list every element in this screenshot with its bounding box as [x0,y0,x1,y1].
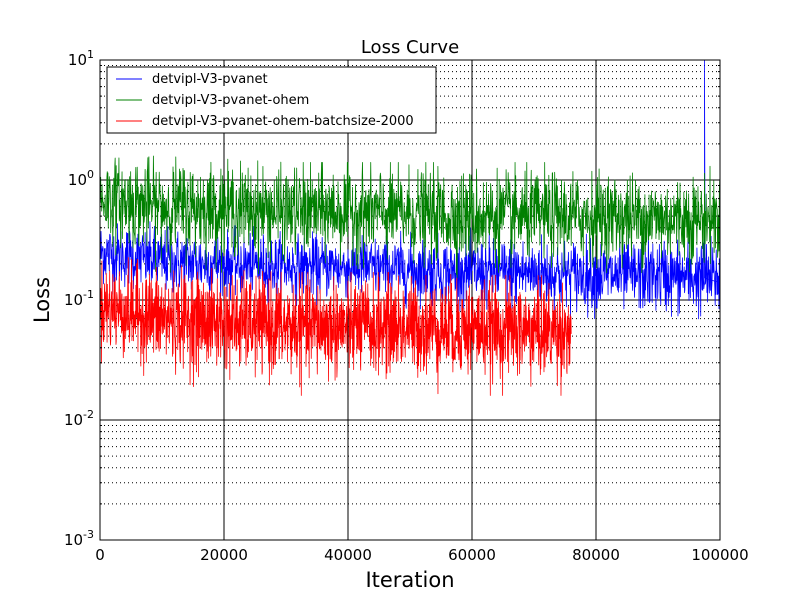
x-tick-label: 80000 [572,546,620,564]
series-line-2 [99,257,572,396]
y-tick-label: 10-3 [64,528,94,549]
y-tick-label: 10-2 [64,408,94,429]
y-tick-label: 101 [68,48,94,69]
x-tick-label: 0 [95,546,105,564]
x-tick-label: 60000 [448,546,496,564]
legend-box [106,66,437,134]
y-axis-label: Loss [30,277,54,323]
axes: 10-3 10-2 10-1 100 101 0 20000 40000 60000 80000 1… [64,48,749,564]
x-tick-label: 20000 [200,546,248,564]
x-tick-label: 40000 [324,546,372,564]
legend-label-pvanet-ohem: detvipl-V3-pvanet-ohem [152,93,309,108]
series-line-1 [99,155,721,279]
legend-label-batchsize-2000: detvipl-V3-pvanet-ohem-batchsize-2000 [152,114,414,129]
legend: detvipl-V3-pvanet detvipl-V3-pvanet-ohem… [106,66,437,134]
y-tick-label: 10-1 [64,288,94,309]
grid [100,60,720,540]
x-tick-label: 100000 [691,546,748,564]
series-group [99,59,721,396]
series-line-0 [99,59,721,320]
chart-title: Loss Curve [361,37,459,58]
y-tick-label: 100 [68,168,94,189]
legend-label-pvanet: detvipl-V3-pvanet [152,72,268,87]
x-axis-label: Iteration [365,568,454,592]
